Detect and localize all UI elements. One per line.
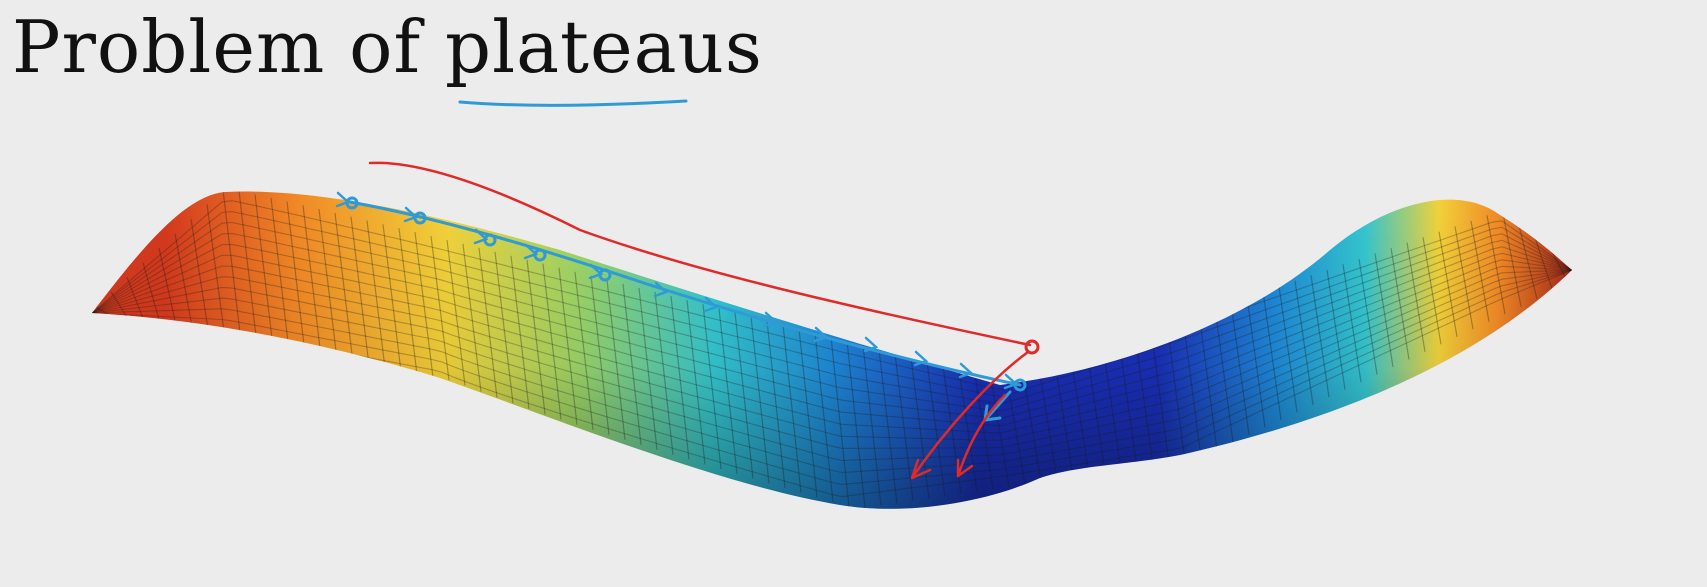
title-prefix: Problem of	[12, 5, 422, 89]
surface-mesh-grid	[92, 191, 1572, 509]
slow-descent-path	[335, 191, 1027, 422]
slide-title: Problem of plateaus	[12, 5, 763, 89]
title-underline	[458, 99, 688, 107]
cost-surface	[92, 191, 1572, 509]
surface-shading	[92, 191, 1572, 509]
title-emphasis: plateaus	[444, 5, 763, 89]
fast-descent-path	[368, 161, 1040, 480]
